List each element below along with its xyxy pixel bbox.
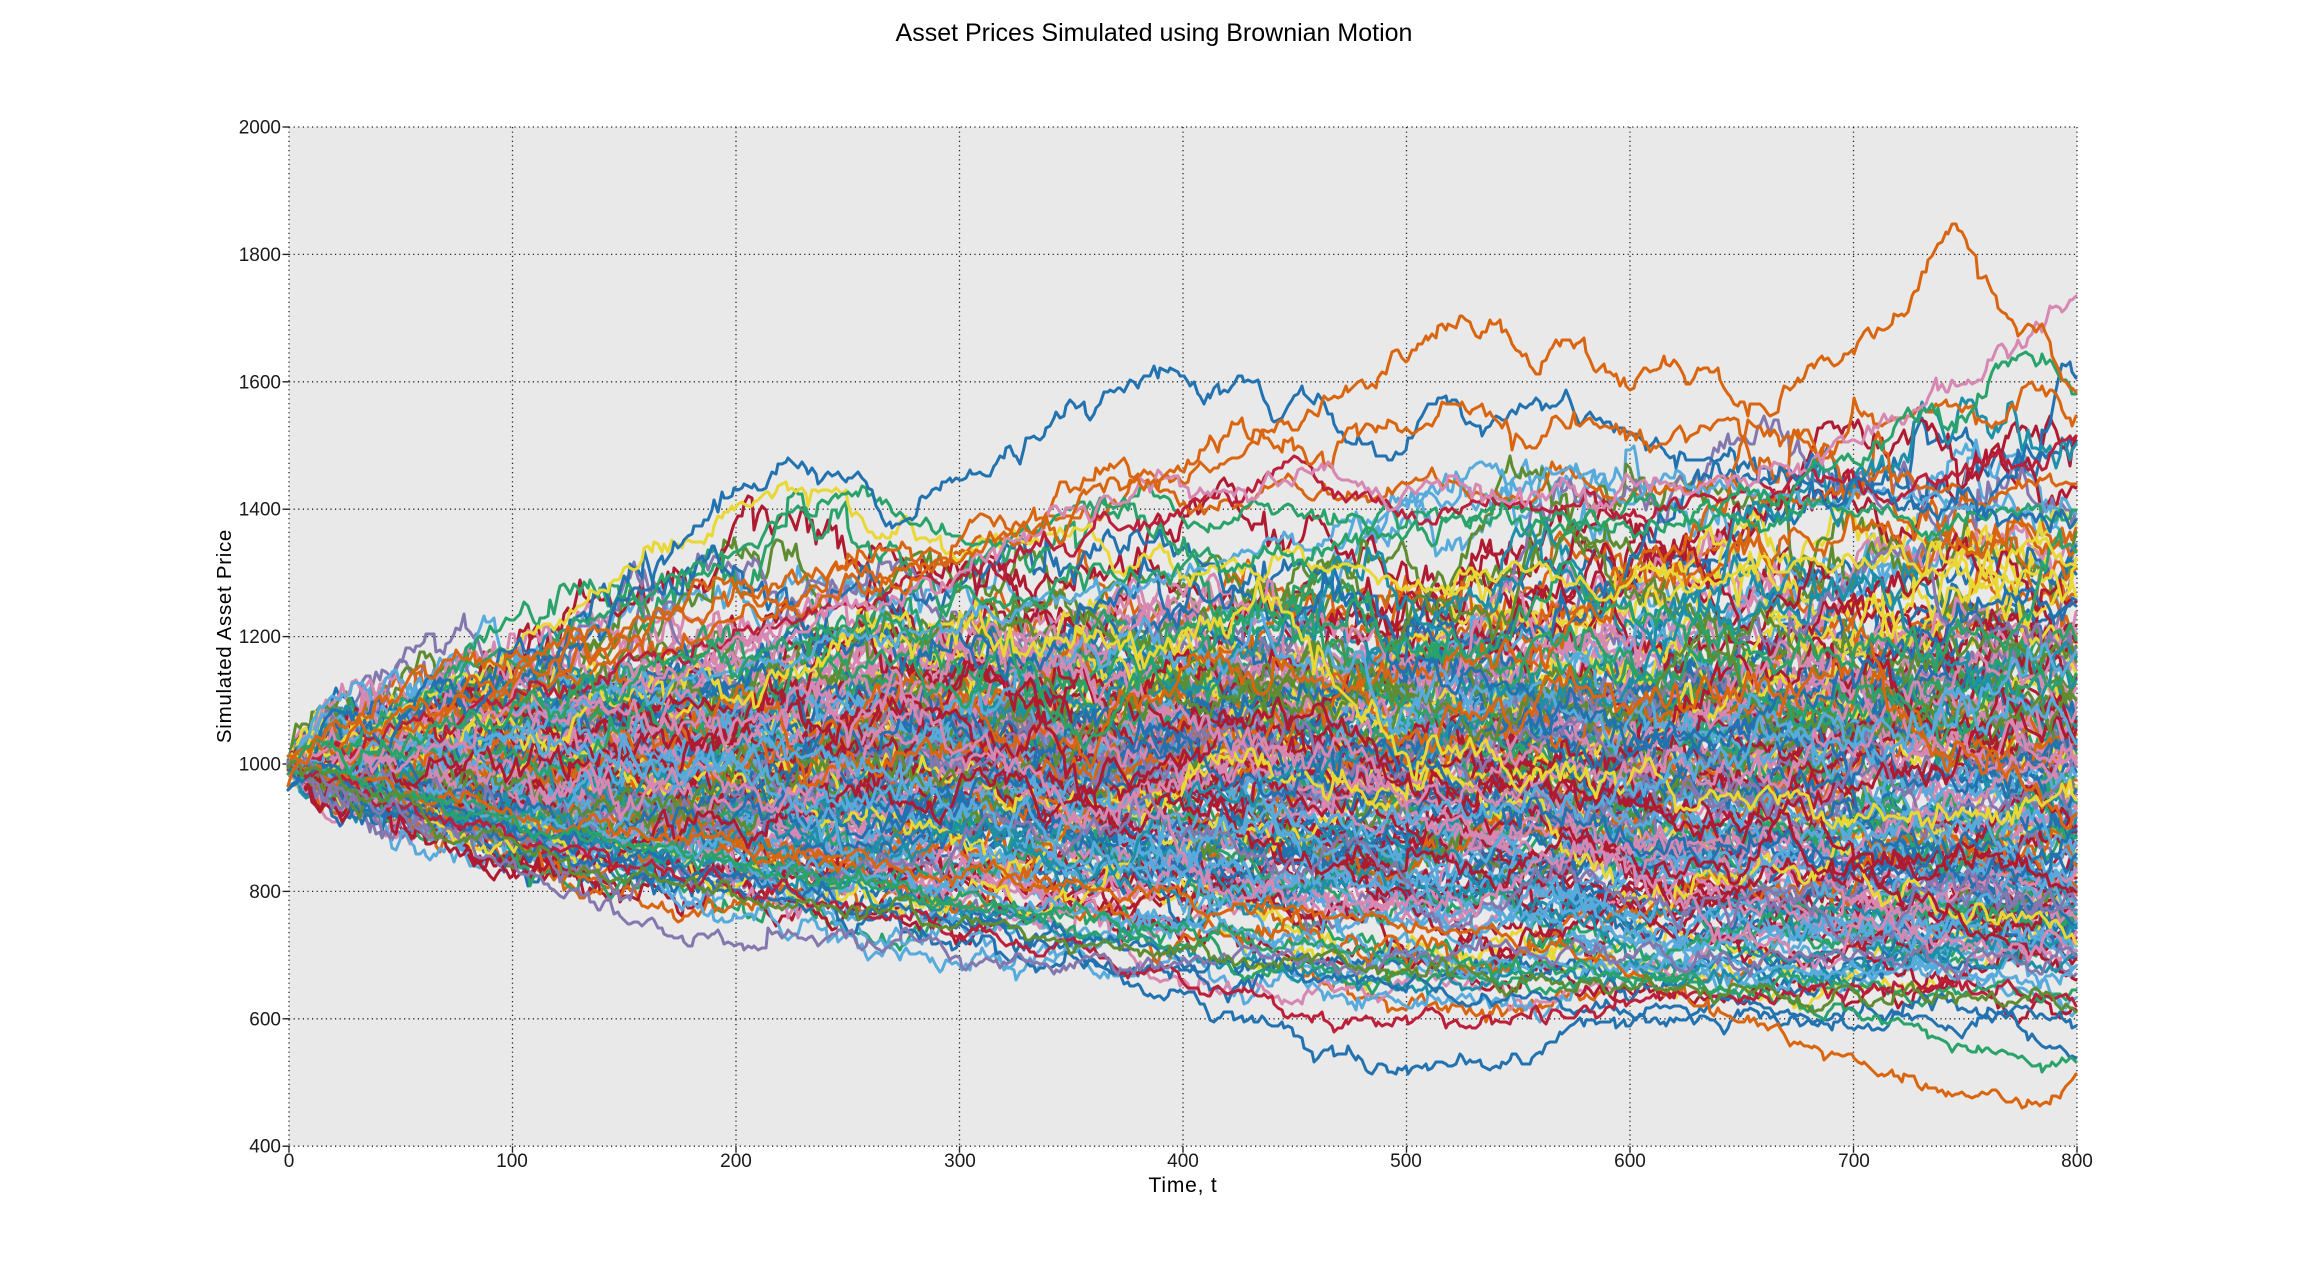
svg-text:2000: 2000 bbox=[239, 118, 281, 139]
svg-text:400: 400 bbox=[1167, 1151, 1199, 1172]
svg-text:600: 600 bbox=[1614, 1151, 1646, 1172]
svg-text:300: 300 bbox=[944, 1151, 976, 1172]
svg-text:700: 700 bbox=[1838, 1151, 1870, 1172]
svg-text:100: 100 bbox=[496, 1151, 528, 1172]
svg-text:600: 600 bbox=[249, 1009, 281, 1030]
svg-text:Time, t: Time, t bbox=[1149, 1174, 1218, 1197]
svg-text:1200: 1200 bbox=[239, 627, 281, 648]
svg-text:1400: 1400 bbox=[239, 500, 281, 521]
svg-text:Simulated Asset Price: Simulated Asset Price bbox=[213, 529, 236, 743]
svg-text:400: 400 bbox=[249, 1137, 281, 1158]
svg-text:800: 800 bbox=[2061, 1151, 2093, 1172]
svg-text:1800: 1800 bbox=[239, 245, 281, 266]
svg-text:0: 0 bbox=[284, 1151, 295, 1172]
svg-text:1600: 1600 bbox=[239, 372, 281, 393]
svg-text:1000: 1000 bbox=[239, 755, 281, 776]
svg-text:500: 500 bbox=[1390, 1151, 1422, 1172]
svg-text:800: 800 bbox=[249, 882, 281, 903]
svg-text:Asset Prices Simulated using B: Asset Prices Simulated using Brownian Mo… bbox=[896, 19, 1413, 47]
svg-text:200: 200 bbox=[720, 1151, 752, 1172]
